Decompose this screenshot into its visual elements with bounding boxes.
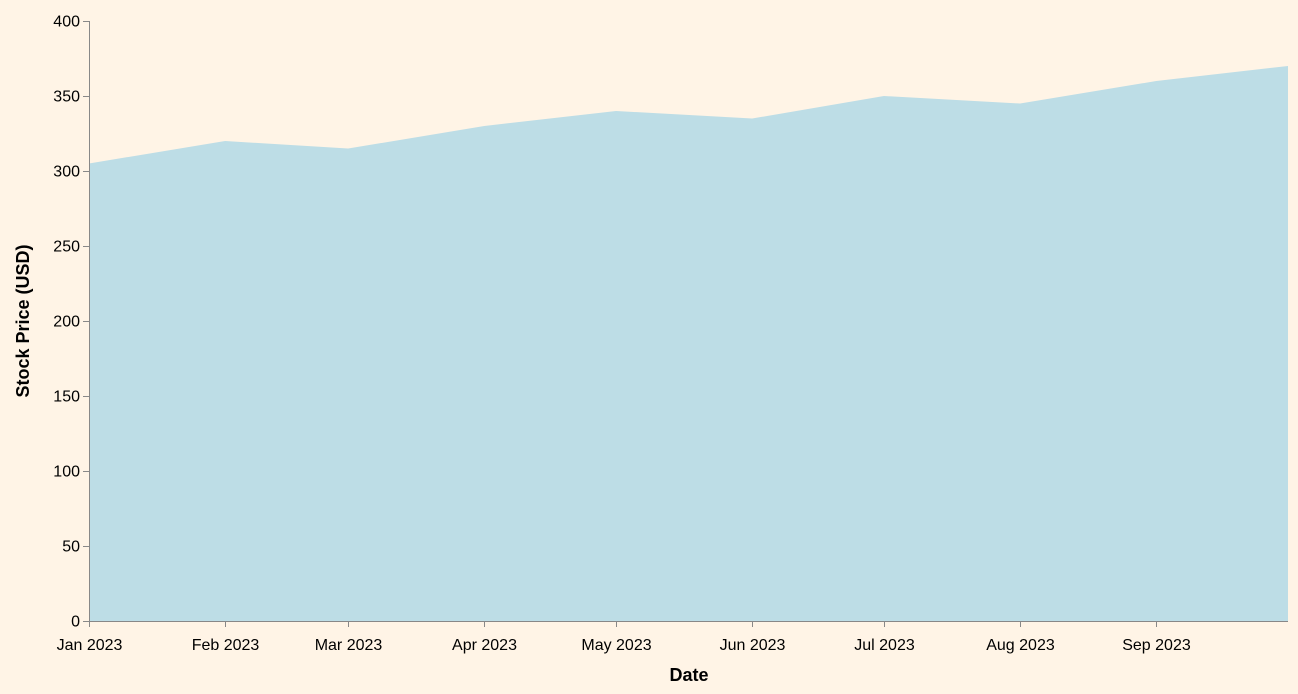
y-tick-label: 100 bbox=[53, 464, 80, 481]
x-tick-label: Feb 2023 bbox=[192, 637, 260, 654]
x-axis-title: Date bbox=[669, 665, 708, 685]
x-tick-label: Sep 2023 bbox=[1122, 637, 1191, 654]
x-tick-label: May 2023 bbox=[581, 637, 651, 654]
y-tick-label: 250 bbox=[53, 239, 80, 256]
x-tick-label: Jul 2023 bbox=[854, 637, 915, 654]
x-tick-label: Mar 2023 bbox=[315, 637, 383, 654]
y-axis-title: Stock Price (USD) bbox=[13, 244, 33, 397]
y-tick-label: 200 bbox=[53, 314, 80, 331]
x-tick-label: Jan 2023 bbox=[57, 637, 123, 654]
plot-area bbox=[89, 66, 1288, 621]
y-axis: 0 50 100 150 200 250 300 350 400 bbox=[53, 14, 90, 631]
x-tick-label: Apr 2023 bbox=[452, 637, 517, 654]
y-tick-label: 400 bbox=[53, 14, 80, 31]
y-tick-label: 150 bbox=[53, 389, 80, 406]
y-tick-label: 350 bbox=[53, 89, 80, 106]
y-tick-label: 0 bbox=[71, 614, 80, 631]
y-tick-label: 50 bbox=[62, 539, 80, 556]
y-tick-label: 300 bbox=[53, 164, 80, 181]
area-series bbox=[89, 66, 1288, 621]
x-axis: Jan 2023 Feb 2023 Mar 2023 Apr 2023 May 2023… bbox=[57, 621, 1288, 654]
x-tick-label: Jun 2023 bbox=[720, 637, 786, 654]
x-tick-label: Aug 2023 bbox=[986, 637, 1055, 654]
